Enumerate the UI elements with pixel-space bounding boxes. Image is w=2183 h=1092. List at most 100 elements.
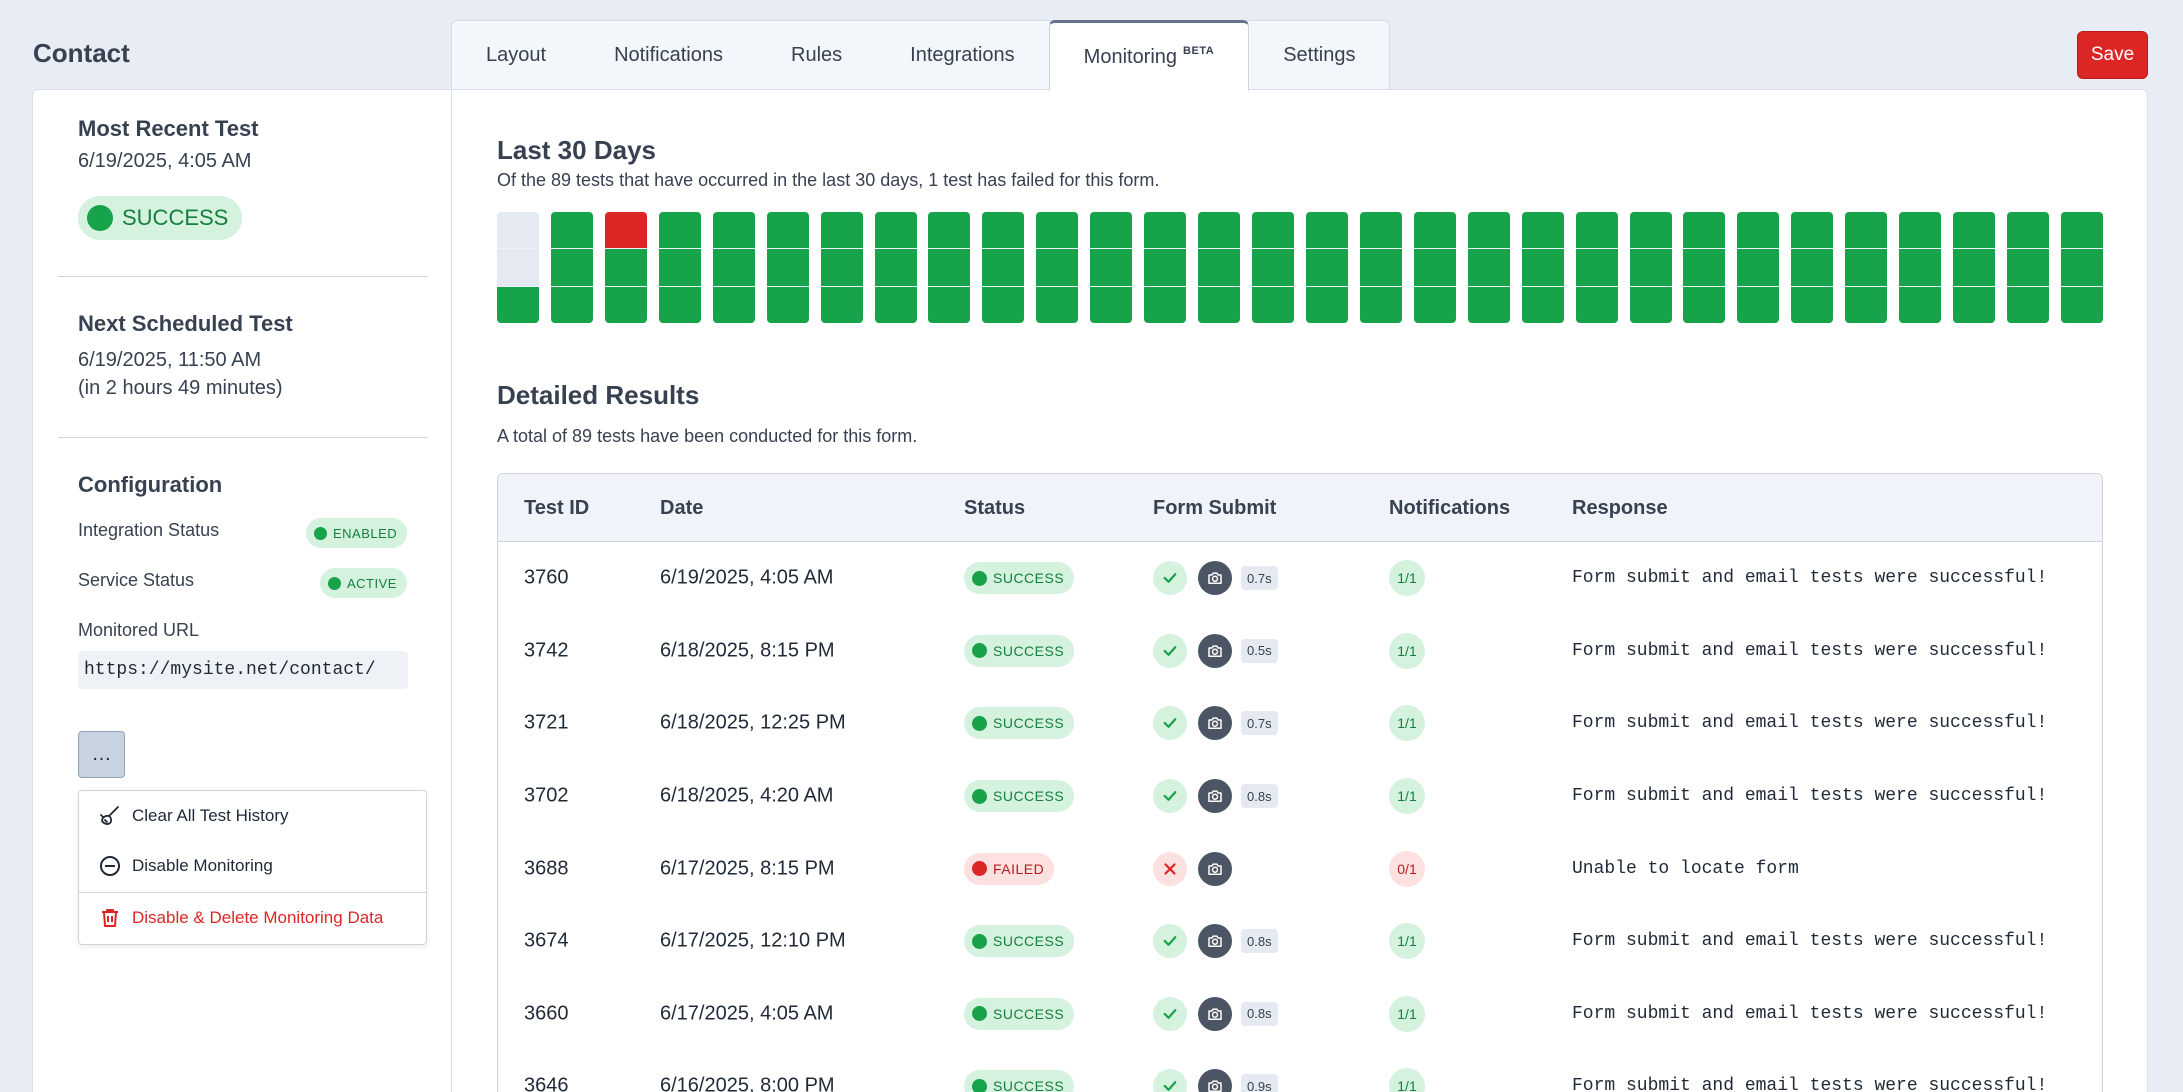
day-bar[interactable] [928,212,971,323]
submit-duration: 0.9s [1241,1074,1278,1092]
status-text: SUCCESS [993,642,1065,659]
successful-test-segment [1144,285,1187,323]
day-bar[interactable] [1683,212,1726,323]
successful-test-segment [1413,285,1456,323]
test-date: 6/16/2025, 8:00 PM [660,1074,835,1092]
detailed-results-description: A total of 89 tests have been conducted … [497,426,918,446]
day-bar[interactable] [1036,212,1079,323]
day-bar[interactable] [1305,212,1348,323]
day-bar[interactable] [1144,212,1187,323]
response-text: Form submit and email tests were success… [1572,713,2048,734]
camera-icon[interactable] [1198,924,1232,959]
status-dot-icon [87,205,113,231]
day-bar[interactable] [1791,212,1834,323]
day-bar[interactable] [712,212,755,323]
day-bar[interactable] [1845,212,1888,323]
day-bar[interactable] [1252,212,1295,323]
day-bar[interactable] [1198,212,1241,323]
service-status-badge: ACTIVE [320,568,407,598]
successful-test-segment [1090,248,1133,286]
daily-status-bars [497,212,2103,323]
successful-test-segment [1845,285,1888,323]
day-bar[interactable] [497,212,539,323]
day-bar[interactable] [550,212,593,323]
successful-test-segment [1036,212,1079,249]
successful-test-segment [766,285,809,323]
camera-icon[interactable] [1198,1069,1232,1092]
tab-monitoring[interactable]: Monitoring BETA [1048,20,1250,91]
day-bar[interactable] [1899,212,1942,323]
day-bar[interactable] [1090,212,1133,323]
table-row[interactable]: 3660 6/17/2025, 4:05 AM SUCCESS 0.8s 1/1 Form… [498,978,2102,1051]
tab-settings[interactable]: Settings [1249,21,1389,90]
successful-test-segment [1899,285,1942,323]
day-bar[interactable] [1737,212,1780,323]
sidebar: Most Recent Test 6/19/2025, 4:05 AM SUCC… [32,89,452,1092]
camera-icon[interactable] [1198,779,1232,814]
status-badge: SUCCESS [964,780,1075,813]
day-bar[interactable] [982,212,1025,323]
check-icon [1153,924,1187,959]
menu-item-delete-monitoring[interactable]: Disable & Delete Monitoring Data [79,895,426,941]
pending-test-segment [497,248,539,286]
status-badge: SUCCESS [964,707,1075,740]
day-bar[interactable] [2007,212,2050,323]
monitored-url-field[interactable]: https://mysite.net/contact/ [78,651,408,689]
table-row[interactable]: 3760 6/19/2025, 4:05 AM SUCCESS 0.7s 1/1 Form… [498,542,2102,615]
camera-icon[interactable] [1198,561,1232,596]
check-icon [1153,1069,1187,1092]
menu-item-clear-history[interactable]: Clear All Test History [79,793,426,839]
table-header: Test ID Date Status Form Submit Notifica… [498,474,2102,542]
save-button[interactable]: Save [2077,31,2148,79]
table-row[interactable]: 3721 6/18/2025, 12:25 PM SUCCESS 0.7s 1/1 For… [498,687,2102,760]
table-row[interactable]: 3646 6/16/2025, 8:00 PM SUCCESS 0.9s 1/1 Form… [498,1050,2102,1092]
broom-icon [100,806,119,825]
day-bar[interactable] [1359,212,1402,323]
test-id: 3688 [524,857,569,880]
table-row[interactable]: 3674 6/17/2025, 12:10 PM SUCCESS 0.8s 1/1 For… [498,905,2102,978]
camera-icon[interactable] [1198,706,1232,741]
tab-rules[interactable]: Rules [757,21,876,90]
day-bar[interactable] [820,212,863,323]
camera-icon[interactable] [1198,633,1232,668]
day-bar[interactable] [1953,212,1996,323]
more-actions-button[interactable]: … [78,731,125,778]
column-header: Form Submit [1153,497,1277,519]
day-bar[interactable] [874,212,917,323]
integration-status-label: Integration Status [78,520,220,540]
results-table: Test ID Date Status Form Submit Notifica… [497,473,2103,1092]
day-bar[interactable] [1413,212,1456,323]
status-dot-icon [972,570,987,586]
day-bar[interactable] [1521,212,1564,323]
test-id: 3742 [524,639,569,662]
day-bar[interactable] [2061,212,2103,323]
tab-notifications[interactable]: Notifications [580,21,757,90]
day-bar[interactable] [1629,212,1672,323]
day-bar[interactable] [658,212,701,323]
test-date: 6/18/2025, 8:15 PM [660,639,835,662]
menu-item-disable-monitoring[interactable]: Disable Monitoring [79,843,426,889]
table-row[interactable]: 3742 6/18/2025, 8:15 PM SUCCESS 0.5s 1/1 Form… [498,615,2102,688]
day-bar[interactable] [1575,212,1618,323]
status-dot-icon [972,715,987,731]
response-text: Unable to locate form [1572,858,1799,879]
day-bar[interactable] [604,212,647,323]
successful-test-segment [2061,285,2103,323]
successful-test-segment [1521,248,1564,286]
camera-icon[interactable] [1198,851,1232,886]
table-row[interactable]: 3688 6/17/2025, 8:15 PM FAILED 0/1 Unable to… [498,832,2102,905]
notifications-count: 1/1 [1389,1068,1425,1092]
successful-test-segment [1252,248,1295,286]
actions-menu: Clear All Test History Disable Monitorin… [78,790,427,945]
successful-test-segment [1359,212,1402,249]
day-bar[interactable] [1467,212,1510,323]
x-icon [1153,851,1187,886]
tab-label: Integrations [910,44,1015,66]
day-bar[interactable] [766,212,809,323]
table-row[interactable]: 3702 6/18/2025, 4:20 AM SUCCESS 0.8s 1/1 Form… [498,760,2102,833]
successful-test-segment [1791,212,1834,249]
camera-icon[interactable] [1198,996,1232,1031]
tab-integrations[interactable]: Integrations [876,21,1049,90]
column-header: Status [964,497,1026,519]
tab-layout[interactable]: Layout [452,21,580,90]
